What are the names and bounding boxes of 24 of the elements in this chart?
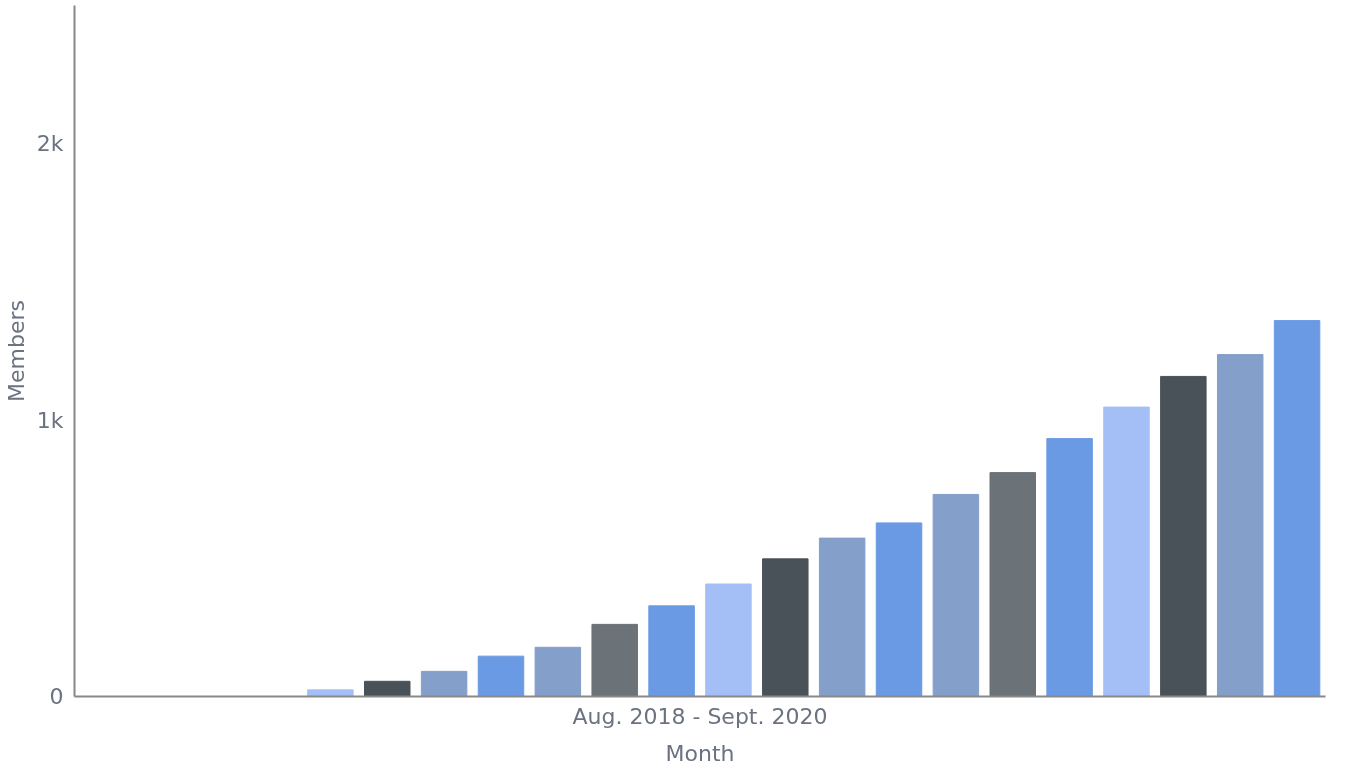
bar bbox=[648, 605, 695, 697]
bar bbox=[1273, 320, 1321, 697]
bar bbox=[420, 670, 468, 697]
bar bbox=[364, 680, 411, 697]
bar bbox=[932, 493, 980, 697]
x-axis-title: Month bbox=[665, 740, 735, 766]
bar bbox=[307, 689, 354, 697]
y-axis-title: Members bbox=[3, 300, 29, 402]
bar bbox=[989, 472, 1036, 697]
y-tick-label: 1k bbox=[36, 407, 64, 433]
bar bbox=[1103, 406, 1150, 697]
bar bbox=[477, 655, 525, 697]
bar bbox=[705, 583, 752, 697]
bar bbox=[875, 522, 923, 697]
bar bbox=[762, 558, 809, 697]
bar bbox=[591, 623, 638, 697]
bar bbox=[1160, 375, 1207, 697]
bar bbox=[534, 646, 582, 697]
bar bbox=[818, 537, 866, 697]
bar bbox=[1216, 354, 1264, 697]
y-tick-label: 2k bbox=[36, 131, 64, 157]
y-tick-label: 0 bbox=[49, 684, 64, 709]
bar bbox=[1046, 438, 1093, 697]
text: Aug. 2018 - Sept. 2020 bbox=[572, 703, 828, 729]
